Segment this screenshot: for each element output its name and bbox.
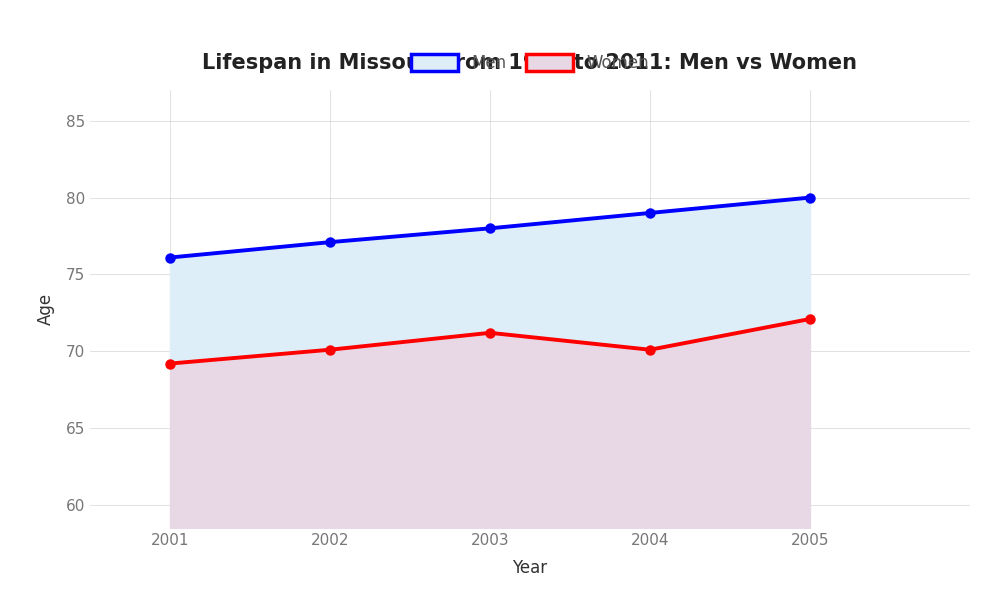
X-axis label: Year: Year (512, 559, 548, 577)
Y-axis label: Age: Age (37, 293, 55, 325)
Legend: Men, Women: Men, Women (403, 46, 657, 80)
Title: Lifespan in Missouri from 1961 to 2011: Men vs Women: Lifespan in Missouri from 1961 to 2011: … (202, 53, 858, 73)
